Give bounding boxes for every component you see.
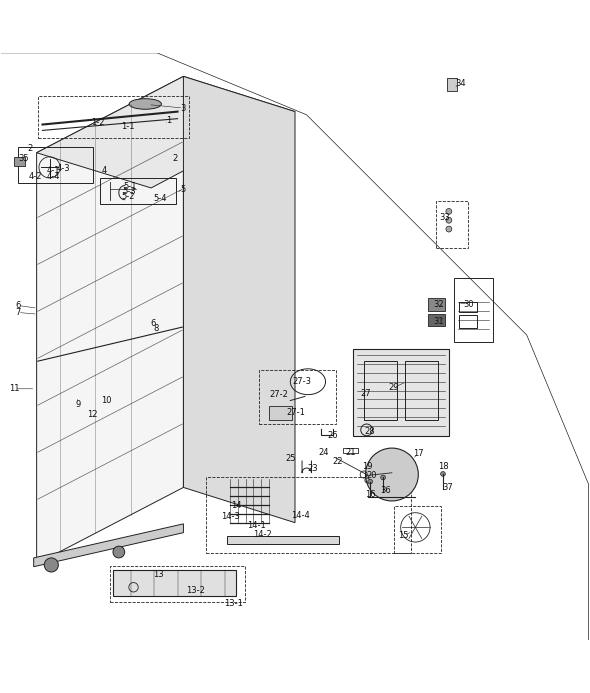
Text: 13: 13 <box>153 570 164 579</box>
Text: 14-2: 14-2 <box>253 530 272 539</box>
Circle shape <box>365 448 418 501</box>
Bar <box>14 157 25 166</box>
Text: 18: 18 <box>438 462 448 471</box>
Text: 4-2: 4-2 <box>29 173 42 182</box>
Text: 36: 36 <box>381 486 391 495</box>
Text: 8: 8 <box>153 324 159 333</box>
Text: 2: 2 <box>172 154 177 163</box>
Text: 27: 27 <box>360 389 371 398</box>
Text: 4-1: 4-1 <box>46 166 60 175</box>
Text: 4-4: 4-4 <box>46 172 60 181</box>
Text: 22: 22 <box>332 457 343 466</box>
Text: 19: 19 <box>362 462 372 471</box>
Text: 28: 28 <box>365 427 375 436</box>
Text: 12: 12 <box>87 410 98 419</box>
Polygon shape <box>113 570 236 596</box>
Text: 27-2: 27-2 <box>269 390 288 399</box>
Text: 35: 35 <box>18 154 29 163</box>
Circle shape <box>446 209 452 214</box>
Text: 2: 2 <box>27 143 32 152</box>
Circle shape <box>446 226 452 232</box>
Polygon shape <box>37 76 295 188</box>
Polygon shape <box>34 524 183 567</box>
Text: 34: 34 <box>455 79 466 88</box>
Text: 24: 24 <box>318 448 329 457</box>
Text: 11: 11 <box>9 385 19 394</box>
Text: 7: 7 <box>15 308 21 317</box>
Text: 6: 6 <box>15 301 21 310</box>
Text: 4-3: 4-3 <box>56 164 70 173</box>
Text: 26: 26 <box>328 431 339 440</box>
Text: 23: 23 <box>307 464 318 473</box>
Text: 5-3: 5-3 <box>123 187 136 196</box>
Text: 9: 9 <box>75 400 80 409</box>
Text: 1-2: 1-2 <box>91 118 105 127</box>
Text: 5: 5 <box>181 184 186 193</box>
Bar <box>428 299 445 311</box>
Text: 4: 4 <box>101 166 107 175</box>
Text: 27-1: 27-1 <box>287 407 306 416</box>
Text: 14: 14 <box>231 500 241 509</box>
Text: 15: 15 <box>398 531 409 540</box>
Text: 32: 32 <box>434 299 444 308</box>
Circle shape <box>441 471 445 476</box>
Text: 31: 31 <box>434 317 444 326</box>
Text: 29: 29 <box>388 383 399 392</box>
Text: 33: 33 <box>440 213 450 222</box>
Circle shape <box>113 546 124 558</box>
Polygon shape <box>228 536 339 545</box>
Bar <box>428 314 445 326</box>
Text: 27-3: 27-3 <box>293 377 312 386</box>
Polygon shape <box>183 76 295 523</box>
Text: 13-2: 13-2 <box>186 586 205 595</box>
Text: 1-1: 1-1 <box>121 122 135 131</box>
Text: 14-3: 14-3 <box>221 512 240 521</box>
Text: 14-4: 14-4 <box>291 511 310 520</box>
Text: 13-1: 13-1 <box>224 599 242 608</box>
Circle shape <box>44 558 58 572</box>
Polygon shape <box>37 76 183 564</box>
Circle shape <box>446 218 452 223</box>
Text: 5-4: 5-4 <box>153 194 167 203</box>
Text: 17: 17 <box>413 449 424 458</box>
Circle shape <box>368 480 372 484</box>
Text: 1: 1 <box>166 116 171 125</box>
Text: 10: 10 <box>101 396 111 405</box>
Text: 3: 3 <box>181 103 186 112</box>
Text: 30: 30 <box>463 299 474 308</box>
Polygon shape <box>353 349 449 436</box>
Bar <box>268 406 292 421</box>
Bar <box>447 78 457 91</box>
Text: 21: 21 <box>346 448 356 457</box>
Bar <box>343 448 358 453</box>
Text: 6: 6 <box>150 319 156 328</box>
Text: 20: 20 <box>366 471 376 480</box>
Text: 16: 16 <box>365 490 375 499</box>
Text: 5-2: 5-2 <box>121 192 135 201</box>
Text: 14-1: 14-1 <box>247 521 266 530</box>
Circle shape <box>381 475 385 480</box>
Text: 37: 37 <box>442 483 453 492</box>
Text: 25: 25 <box>285 454 296 462</box>
Ellipse shape <box>129 98 162 109</box>
Text: 5-1: 5-1 <box>124 182 137 191</box>
